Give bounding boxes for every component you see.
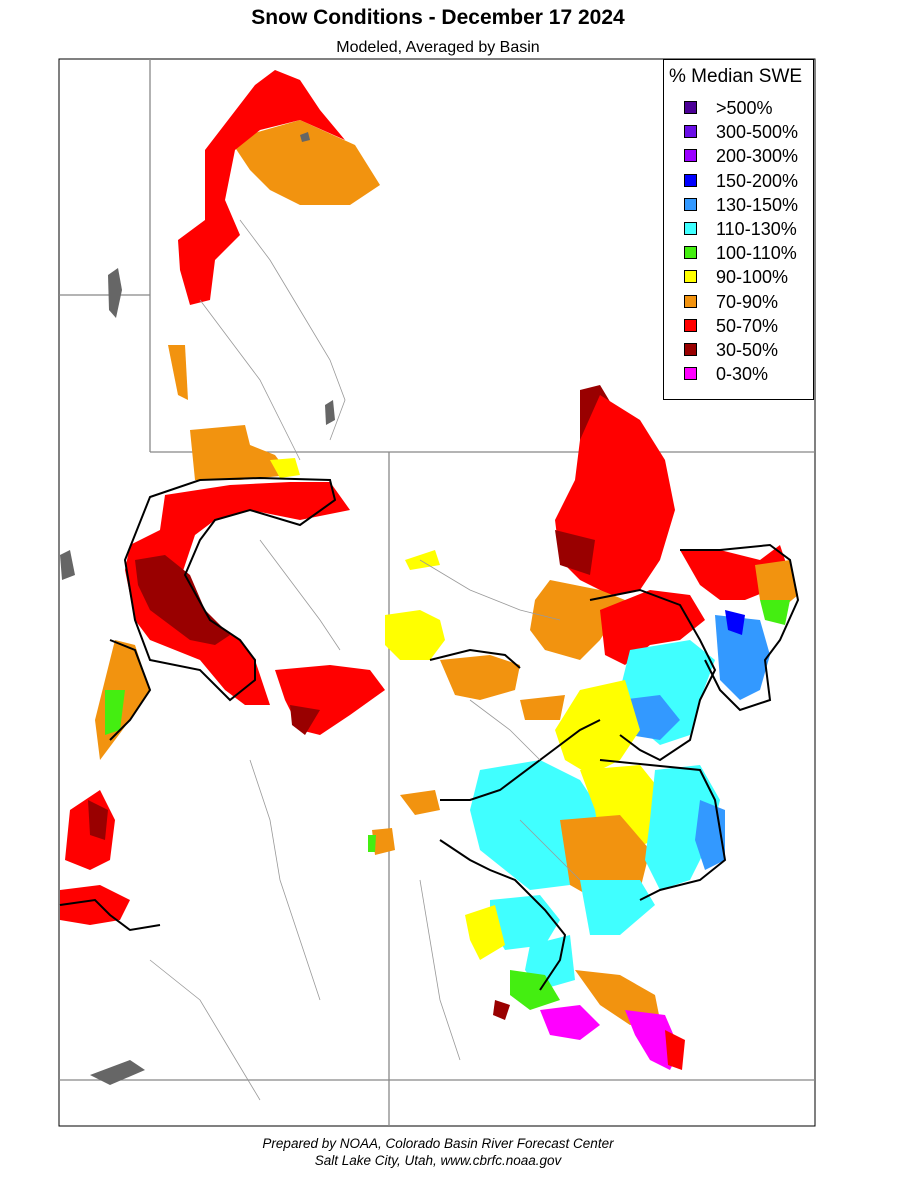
footer-credit: Prepared by NOAA, Colorado Basin River F… <box>262 1136 614 1151</box>
region-center-yellow-2 <box>405 550 440 570</box>
region-west-darkred <box>88 800 108 840</box>
lakes <box>60 132 335 1085</box>
legend-item: 300-500% <box>664 122 814 146</box>
swe-regions <box>60 70 798 1070</box>
region-gr-orange <box>190 425 290 480</box>
legend-swatch <box>684 101 697 114</box>
legend-item: 200-300% <box>664 146 814 170</box>
legend-item: 110-130% <box>664 219 814 243</box>
legend-swatch <box>684 294 697 308</box>
legend-swatch <box>684 367 697 381</box>
legend-swatch <box>684 342 697 356</box>
map-subtitle: Modeled, Averaged by Basin <box>336 39 540 56</box>
legend-label: 90-100% <box>716 267 789 288</box>
region-virgin-orange <box>372 828 395 855</box>
region-lower-magenta <box>540 1005 600 1040</box>
legend-swatch <box>684 318 697 332</box>
region-west-green <box>105 690 125 735</box>
legend-swatch <box>684 125 697 139</box>
legend-label: >500% <box>716 98 773 118</box>
legend: % Median SWE >500% 300-500% 200-300% 150… <box>663 59 814 400</box>
region-wasatch-darkred <box>290 705 320 735</box>
region-blue-light <box>715 615 770 700</box>
region-co-orange <box>530 580 625 660</box>
legend-label: 0-30% <box>716 364 769 385</box>
region-west-orange-strip <box>168 345 188 400</box>
region-blue <box>725 610 745 635</box>
legend-item: 30-50% <box>664 340 814 364</box>
map-title: Snow Conditions - December 17 2024 <box>251 6 625 29</box>
legend-label: 130-150% <box>716 194 799 215</box>
region-lower-orange <box>575 970 660 1025</box>
legend-label: 300-500% <box>716 122 799 143</box>
region-sevier-orange <box>400 790 440 815</box>
region-co-orange-2 <box>440 655 520 700</box>
region-uinta-darkred <box>135 555 230 645</box>
legend-item: 150-200% <box>664 171 814 195</box>
region-uinta-red <box>125 482 350 705</box>
basin-boundaries <box>59 476 800 991</box>
legend-list: >500% 300-500% 200-300% 150-200% 130-150… <box>664 98 814 388</box>
legend-label: 30-50% <box>716 339 779 360</box>
legend-label: 50-70% <box>716 315 779 336</box>
legend-item: >500% <box>664 98 814 122</box>
legend-item: 70-90% <box>664 292 814 316</box>
legend-label: 200-300% <box>716 146 799 167</box>
map-frame <box>58 58 816 1127</box>
region-east-red <box>600 590 705 665</box>
region-gr-yellow <box>270 458 300 478</box>
region-gunnison-orange <box>520 695 565 720</box>
region-lower-darkred <box>493 1000 510 1020</box>
region-center-yellow <box>385 610 445 660</box>
legend-swatch <box>684 246 697 260</box>
region-sj-cyan-2 <box>645 765 720 890</box>
region-wasatch-red <box>275 665 385 735</box>
legend-swatch <box>684 197 697 211</box>
footer-location: Salt Lake City, Utah, www.cbrfc.noaa.gov <box>314 1153 562 1168</box>
legend-swatch <box>684 173 697 187</box>
legend-title: % Median SWE <box>669 66 803 87</box>
legend-item: 50-70% <box>664 316 814 340</box>
region-gunnison-yellow <box>555 680 640 775</box>
legend-item: 90-100% <box>664 267 814 291</box>
region-south-red <box>665 1030 685 1070</box>
legend-label: 100-110% <box>716 243 797 264</box>
river-lines <box>149 219 581 1101</box>
legend-label: 110-130% <box>716 218 797 239</box>
legend-label: 70-90% <box>716 291 779 312</box>
region-north-orange <box>230 120 380 205</box>
legend-swatch <box>684 149 697 163</box>
region-virgin-green <box>368 835 376 852</box>
region-north-red <box>178 70 345 305</box>
legend-swatch <box>684 221 697 235</box>
legend-label: 150-200% <box>716 170 799 191</box>
region-lower-magenta-2 <box>625 1010 680 1070</box>
region-ne-orange <box>755 560 798 610</box>
region-sw-red <box>60 885 130 925</box>
legend-swatch <box>684 270 697 284</box>
legend-item: 0-30% <box>664 364 814 388</box>
region-co-darkred-2 <box>555 530 595 575</box>
region-sj-cyan-3 <box>580 880 655 935</box>
region-sw-yellow <box>465 905 505 960</box>
legend-item: 130-150% <box>664 195 814 219</box>
legend-item: 100-110% <box>664 243 814 267</box>
region-ne-green <box>760 600 790 625</box>
